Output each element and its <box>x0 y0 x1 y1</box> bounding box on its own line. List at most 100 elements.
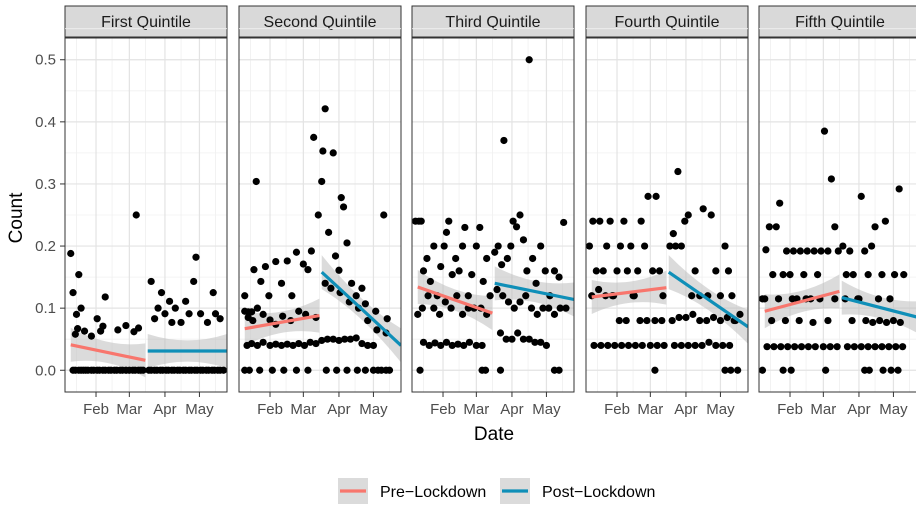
data-point <box>819 343 827 351</box>
data-point <box>769 271 777 279</box>
data-point <box>613 267 621 275</box>
facet-title: Third Quintile <box>445 14 540 31</box>
data-point <box>651 366 659 374</box>
data-point <box>846 247 854 255</box>
data-point <box>861 247 869 255</box>
data-point <box>827 175 835 183</box>
data-point <box>712 267 720 275</box>
data-point <box>550 267 559 275</box>
data-point <box>831 295 839 303</box>
data-point <box>502 335 510 343</box>
data-point <box>431 339 439 347</box>
data-point <box>620 217 628 225</box>
data-point <box>762 246 770 254</box>
data-point <box>541 267 549 275</box>
data-point <box>279 312 287 320</box>
data-point <box>261 262 270 271</box>
data-point <box>343 239 351 247</box>
data-point <box>849 271 857 279</box>
data-point <box>329 149 337 157</box>
data-point <box>335 266 343 274</box>
data-point <box>476 223 484 232</box>
data-point <box>318 336 326 345</box>
data-point <box>426 277 434 286</box>
data-point <box>595 285 603 294</box>
data-point <box>800 271 808 279</box>
x-tick-label: May <box>185 401 214 418</box>
data-point <box>151 315 159 323</box>
data-point <box>161 310 169 318</box>
data-point <box>122 321 130 330</box>
data-point <box>797 343 806 351</box>
data-point <box>496 329 505 337</box>
data-point <box>259 310 267 318</box>
data-point <box>304 366 312 374</box>
pre-lockdown-trend-line <box>244 314 320 331</box>
data-point <box>624 341 633 350</box>
data-point <box>712 341 720 350</box>
data-point <box>776 199 784 207</box>
data-point <box>418 304 426 312</box>
data-point <box>525 335 533 343</box>
data-point <box>734 366 742 374</box>
data-point <box>250 266 258 274</box>
data-point <box>721 242 729 250</box>
data-point <box>539 304 547 312</box>
data-point <box>677 341 685 350</box>
data-point <box>361 300 369 308</box>
data-point <box>283 257 291 265</box>
data-point <box>761 295 769 303</box>
data-point <box>252 177 260 186</box>
data-point <box>196 310 205 318</box>
data-point <box>889 316 898 325</box>
data-point <box>636 316 644 325</box>
pre-lockdown-trend-line <box>764 289 840 313</box>
data-point <box>527 304 536 312</box>
data-point <box>452 254 460 263</box>
data-point <box>500 136 508 145</box>
data-point <box>510 304 518 312</box>
data-point <box>437 341 445 350</box>
data-point <box>871 223 879 231</box>
data-point <box>603 242 611 250</box>
data-point <box>292 366 301 374</box>
data-point <box>716 292 725 300</box>
data-point <box>533 310 541 318</box>
data-point <box>774 295 783 303</box>
data-point <box>352 334 360 342</box>
data-point <box>192 253 200 261</box>
data-point <box>795 316 803 325</box>
data-point <box>596 217 604 225</box>
data-point <box>71 330 79 338</box>
data-point <box>209 289 217 297</box>
data-point <box>698 341 706 350</box>
data-point <box>295 339 303 348</box>
data-point <box>763 343 771 351</box>
data-point <box>646 341 654 350</box>
legend: Pre−Lockdown Post−Lockdown <box>338 478 655 504</box>
x-tick-label: Mar <box>116 401 142 418</box>
data-point <box>272 340 280 348</box>
data-point <box>219 366 227 374</box>
data-point <box>670 341 679 350</box>
data-point <box>842 271 850 279</box>
data-point <box>259 338 267 346</box>
data-point <box>331 252 340 260</box>
data-point <box>597 341 605 350</box>
data-point <box>493 285 501 294</box>
x-tick-label: Mar <box>463 401 489 418</box>
data-point <box>416 366 424 374</box>
data-point <box>682 313 690 322</box>
data-point <box>777 343 785 351</box>
data-point <box>556 304 564 312</box>
data-point <box>890 271 899 279</box>
data-point <box>674 167 682 176</box>
data-point <box>460 341 468 350</box>
data-point <box>820 127 829 135</box>
panel-marks <box>586 167 748 374</box>
data-point <box>649 267 657 275</box>
data-point <box>644 192 652 200</box>
data-point <box>265 292 273 300</box>
facet-title: Fifth Quintile <box>795 14 885 31</box>
data-point <box>318 177 326 186</box>
